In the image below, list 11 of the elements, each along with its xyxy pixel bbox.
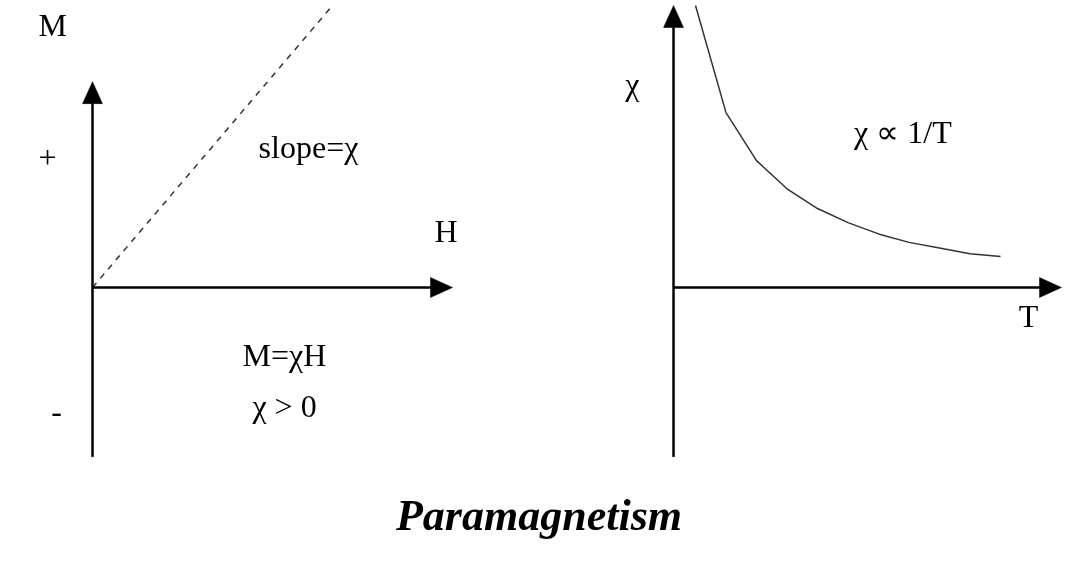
x-axis-title: H — [434, 213, 458, 250]
text: - — [51, 393, 62, 430]
text: M=χH — [242, 337, 327, 374]
annotation: χ ∝ 1/T — [853, 114, 953, 151]
annotation: slope=χ — [258, 128, 360, 165]
text: χ > 0 — [251, 387, 317, 424]
y-axis-title: χ — [624, 66, 641, 103]
text: + — [38, 139, 57, 176]
y-axis-title: M — [38, 7, 67, 44]
text: Paramagnetism — [395, 490, 683, 542]
x-axis-title: T — [1018, 297, 1039, 334]
